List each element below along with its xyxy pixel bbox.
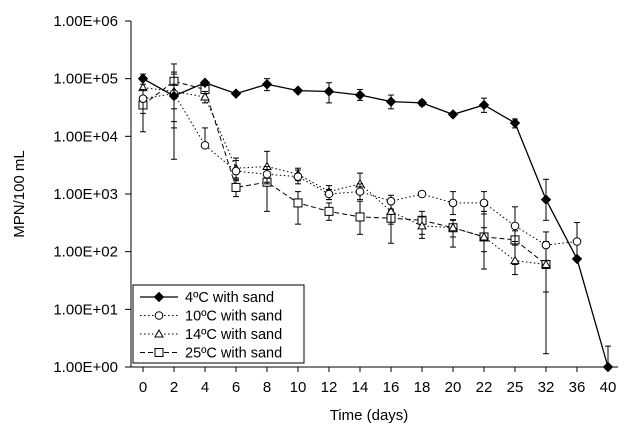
marker-diamond xyxy=(292,85,304,96)
marker-circle xyxy=(572,237,582,246)
y-tick-label: 1.00E+00 xyxy=(53,359,118,376)
marker-circle xyxy=(448,198,458,208)
marker-circle xyxy=(479,198,489,208)
marker-diamond xyxy=(153,291,165,303)
marker-diamond xyxy=(323,86,335,97)
marker-diamond xyxy=(261,79,273,90)
marker-diamond xyxy=(168,90,180,102)
x-tick-label: 2 xyxy=(170,379,178,396)
x-tick-label: 14 xyxy=(352,379,369,396)
marker-circle xyxy=(417,189,427,199)
marker-triangle xyxy=(386,206,396,215)
marker-circle xyxy=(386,196,396,206)
marker-circle xyxy=(355,187,365,196)
x-tick-label: 40 xyxy=(600,379,617,396)
series-line xyxy=(142,78,609,368)
x-tick-label: 18 xyxy=(414,379,431,396)
legend: 4ºC with sand 10ºC with sand 14ºC with san… xyxy=(132,284,305,364)
marker-square xyxy=(231,182,241,192)
marker-triangle xyxy=(510,255,520,265)
legend-label: 10ºC with sand xyxy=(185,309,282,325)
y-tick-label: 1.00E+06 xyxy=(53,13,118,30)
legend-label: 25ºC with sand xyxy=(185,346,282,362)
marker-circle xyxy=(262,169,272,179)
series-4-c-with-sand xyxy=(137,73,614,373)
marker-square xyxy=(355,212,365,222)
legend-label: 4ºC with sand xyxy=(185,290,274,306)
x-tick-label: 12 xyxy=(321,379,338,396)
x-tick-label: 22 xyxy=(476,379,493,396)
marker-circle xyxy=(324,189,334,199)
y-axis-title: MPN/100 mL xyxy=(11,150,28,238)
marker-circle xyxy=(231,166,241,176)
marker-triangle xyxy=(541,259,551,268)
marker-diamond xyxy=(478,99,490,111)
series-layer xyxy=(137,63,614,373)
marker-triangle xyxy=(448,222,458,232)
marker-diamond xyxy=(385,96,397,107)
x-tick-label: 36 xyxy=(569,379,586,396)
marker-circle xyxy=(138,94,148,103)
x-tick-label: 8 xyxy=(263,379,271,396)
x-tick-label: 25 xyxy=(507,379,524,396)
y-tick-label: 1.00E+03 xyxy=(53,186,118,203)
y-ticks: 1.00E+00 1.00E+01 1.00E+02 1.00E+03 1.00E+04… xyxy=(53,13,131,376)
marker-diamond xyxy=(447,109,459,120)
marker-square xyxy=(154,348,164,357)
y-tick-label: 1.00E+04 xyxy=(53,128,118,145)
marker-circle xyxy=(200,140,210,150)
y-tick-label: 1.00E+05 xyxy=(53,71,118,88)
series-10-c-with-sand xyxy=(138,63,582,262)
marker-diamond xyxy=(354,89,366,101)
marker-circle xyxy=(541,240,551,250)
marker-triangle xyxy=(154,328,164,338)
marker-triangle xyxy=(417,220,427,230)
x-tick-label: 0 xyxy=(139,379,147,396)
y-tick-label: 1.00E+01 xyxy=(53,301,118,318)
marker-diamond xyxy=(199,77,211,88)
marker-diamond xyxy=(416,97,428,109)
legend-label: 14ºC with sand xyxy=(185,327,282,343)
x-ticks: 0 2 4 6 8 10 12 14 16 18 20 22 25 32 36 40 xyxy=(139,367,617,396)
marker-circle xyxy=(154,311,164,320)
y-tick-label: 1.00E+02 xyxy=(53,244,118,261)
series-line xyxy=(142,87,547,265)
marker-diamond xyxy=(540,194,552,205)
x-tick-label: 6 xyxy=(232,379,240,396)
marker-diamond xyxy=(509,117,521,129)
x-tick-label: 10 xyxy=(290,379,307,396)
marker-square xyxy=(324,206,334,216)
x-tick-label: 20 xyxy=(445,379,462,396)
x-tick-label: 16 xyxy=(383,379,400,396)
marker-triangle xyxy=(200,92,210,101)
marker-square xyxy=(293,198,303,208)
marker-circle xyxy=(293,172,303,181)
marker-diamond xyxy=(230,88,242,99)
x-tick-label: 4 xyxy=(201,379,209,396)
marker-circle xyxy=(510,221,520,231)
marker-diamond xyxy=(137,73,149,84)
marker-diamond xyxy=(602,361,614,373)
x-axis-title: Time (days) xyxy=(330,407,409,424)
marker-triangle xyxy=(479,231,489,241)
marker-diamond xyxy=(571,253,583,265)
x-tick-label: 32 xyxy=(538,379,555,396)
